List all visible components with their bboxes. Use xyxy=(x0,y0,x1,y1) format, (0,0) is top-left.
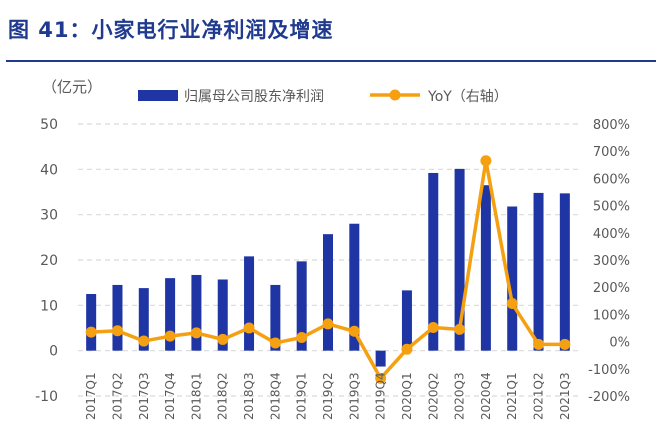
x-tick-label: 2020Q1 xyxy=(400,372,414,420)
legend-bar-swatch xyxy=(138,90,178,101)
bar xyxy=(559,193,570,351)
legend-line-label: YoY（右轴） xyxy=(427,89,508,105)
yoy-point xyxy=(559,338,571,350)
x-tick-label: 2018Q4 xyxy=(268,372,282,420)
yoy-point xyxy=(506,298,518,310)
x-tick-label: 2017Q4 xyxy=(163,372,177,420)
x-tick-label: 2021Q3 xyxy=(558,372,572,420)
bar xyxy=(323,234,333,351)
legend: 归属母公司股东净利润 YoY（右轴） xyxy=(138,88,508,105)
bar xyxy=(191,274,202,351)
bar xyxy=(244,256,255,351)
x-tick-label: 2019Q2 xyxy=(321,372,335,420)
yoy-point xyxy=(533,338,545,350)
bar xyxy=(86,294,97,351)
x-tick-label: 2017Q3 xyxy=(137,372,151,420)
x-tick-label: 2020Q3 xyxy=(453,372,467,420)
y-tick-label: 0 xyxy=(49,344,58,360)
yoy-point xyxy=(111,325,123,337)
legend-line-marker xyxy=(389,89,401,101)
bar xyxy=(480,185,491,351)
grid-lines xyxy=(78,123,578,397)
x-tick-label: 2018Q2 xyxy=(216,372,230,420)
figure-header: 图 41：小家电行业净利润及增速 xyxy=(0,0,660,62)
bar xyxy=(349,223,360,351)
bar xyxy=(296,261,307,351)
bar xyxy=(138,288,149,351)
yoy-point xyxy=(164,330,176,342)
x-tick-label: 2018Q3 xyxy=(242,372,256,420)
yoy-point xyxy=(322,318,334,330)
y-tick-label: -10 xyxy=(35,389,58,405)
bar xyxy=(112,284,123,351)
y-tick-label: 50 xyxy=(40,117,58,133)
line-series xyxy=(85,155,571,384)
bar xyxy=(165,278,176,351)
y2-tick-label: 300% xyxy=(593,254,630,269)
y2-tick-label: 700% xyxy=(593,145,630,160)
x-tick-label: 2019Q1 xyxy=(295,372,309,420)
yoy-point xyxy=(454,323,466,335)
y2-tick-label: 400% xyxy=(593,227,630,242)
bar xyxy=(270,284,281,351)
y2-tick-label: 100% xyxy=(593,308,630,323)
yoy-point xyxy=(243,322,255,334)
y2-tick-label: 500% xyxy=(593,200,630,215)
yoy-point xyxy=(427,321,439,333)
legend-bar-label: 归属母公司股东净利润 xyxy=(184,88,324,105)
yoy-point xyxy=(375,372,387,384)
y-tick-label: 20 xyxy=(40,253,58,269)
y-tick-label: 10 xyxy=(40,298,58,314)
x-tick-label: 2018Q1 xyxy=(189,372,203,420)
yoy-point xyxy=(217,333,229,345)
x-tick-label: 2020Q4 xyxy=(479,372,493,420)
bar xyxy=(454,168,465,351)
y2-tick-label: 600% xyxy=(593,172,630,187)
x-tick-label: 2017Q2 xyxy=(110,372,124,420)
yoy-point xyxy=(480,155,492,167)
title-rule xyxy=(6,60,656,62)
bar xyxy=(533,192,544,351)
y-axis-label: （亿元） xyxy=(42,78,102,96)
bar xyxy=(217,279,228,351)
x-tick-label: 2017Q1 xyxy=(84,372,98,420)
y2-tick-label: -200% xyxy=(588,390,630,405)
yoy-point xyxy=(401,343,413,355)
x-tick-label: 2019Q3 xyxy=(347,372,361,420)
yoy-point xyxy=(348,325,360,337)
y-tick-label: 30 xyxy=(40,208,58,224)
y2-tick-label: 200% xyxy=(593,281,630,296)
yoy-point xyxy=(190,327,202,339)
y2-tick-label: 800% xyxy=(593,118,630,133)
bar xyxy=(428,172,439,351)
x-tick-label: 2019Q4 xyxy=(374,372,388,420)
y2-tick-label: 0% xyxy=(609,336,630,351)
chart: -10 0 10 20 30 40 50 -200% -100% 0% 100% 200% 300% 40… xyxy=(35,78,630,420)
yoy-point xyxy=(269,337,281,349)
figure-title: 图 41：小家电行业净利润及增速 xyxy=(8,18,334,42)
bar xyxy=(375,350,386,367)
yoy-point xyxy=(296,332,308,344)
axes: -10 0 10 20 30 40 50 -200% -100% 0% 100% 200% 300% 40… xyxy=(35,78,630,420)
bar xyxy=(507,206,518,351)
bar xyxy=(401,290,412,351)
x-tick-label: 2021Q1 xyxy=(505,372,519,420)
y-tick-label: 40 xyxy=(40,162,58,178)
x-tick-label: 2020Q2 xyxy=(426,372,440,420)
x-tick-label: 2021Q2 xyxy=(532,372,546,420)
yoy-point xyxy=(85,326,97,338)
yoy-point xyxy=(138,335,150,347)
y2-tick-label: -100% xyxy=(588,363,630,378)
bar-series xyxy=(86,168,570,367)
